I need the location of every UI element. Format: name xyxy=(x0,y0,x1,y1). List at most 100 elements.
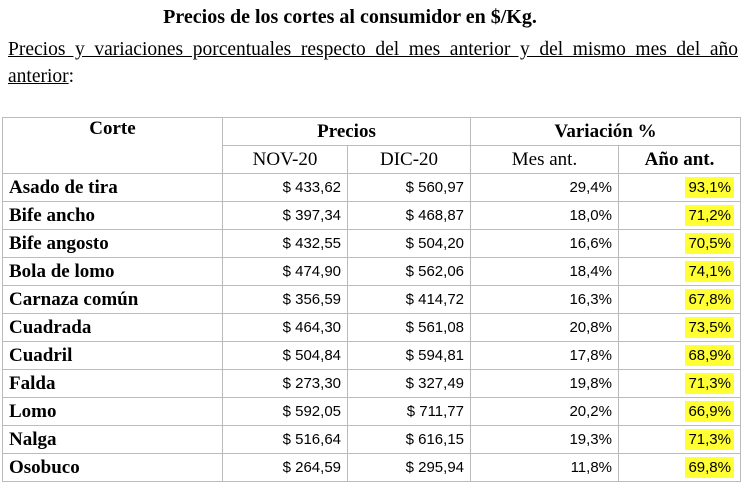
cell-text: 19,8% xyxy=(569,375,612,392)
value-cell: $ 433,62 xyxy=(222,173,348,202)
cell-text: $ 432,55 xyxy=(282,235,341,252)
header-row: Corte Precios Variación % xyxy=(2,117,741,174)
value-cell: $ 414,72 xyxy=(347,285,471,314)
value-cell: $ 464,30 xyxy=(222,313,348,342)
subtitle-end: : xyxy=(68,66,75,87)
highlighted-value: 71,3% xyxy=(685,373,734,394)
cut-name: Cuadrada xyxy=(2,313,223,342)
cut-name: Bife ancho xyxy=(2,201,223,230)
value-cell: 16,6% xyxy=(470,229,619,258)
value-cell: $ 560,97 xyxy=(347,173,471,202)
subtitle: Precios y variaciones porcentuales respe… xyxy=(8,36,738,90)
value-cell: 66,9% xyxy=(618,397,741,426)
header-cell: Precios xyxy=(222,117,471,146)
cell-text: $ 433,62 xyxy=(282,179,341,196)
value-cell: 18,4% xyxy=(470,257,619,286)
value-cell: $ 616,15 xyxy=(347,425,471,454)
value-cell: $ 474,90 xyxy=(222,257,348,286)
cell-text: $ 560,97 xyxy=(405,179,464,196)
value-cell: 69,8% xyxy=(618,453,741,482)
cell-text: $ 516,64 xyxy=(282,431,341,448)
value-cell: $ 295,94 xyxy=(347,453,471,482)
cell-text: $ 264,59 xyxy=(282,459,341,476)
value-cell: 20,2% xyxy=(470,397,619,426)
value-cell: $ 264,59 xyxy=(222,453,348,482)
cell-text: 16,6% xyxy=(569,235,612,252)
value-cell: 70,5% xyxy=(618,229,741,258)
cell-text: $ 592,05 xyxy=(282,403,341,420)
value-cell: $ 356,59 xyxy=(222,285,348,314)
header-cell: Variación % xyxy=(470,117,741,146)
cell-text: $ 561,08 xyxy=(405,319,464,336)
cell-text: 19,3% xyxy=(569,431,612,448)
highlighted-value: 74,1% xyxy=(685,261,734,282)
value-cell: $ 504,20 xyxy=(347,229,471,258)
value-cell: $ 516,64 xyxy=(222,425,348,454)
value-cell: $ 504,84 xyxy=(222,341,348,370)
value-cell: $ 432,55 xyxy=(222,229,348,258)
value-cell: $ 468,87 xyxy=(347,201,471,230)
header-cell: NOV-20 xyxy=(222,145,348,174)
cell-text: Nalga xyxy=(9,428,57,450)
cell-text: $ 464,30 xyxy=(282,319,341,336)
table-row: Nalga $ 516,64 $ 616,15 19,3% 71,3% xyxy=(2,425,741,454)
value-cell: 71,3% xyxy=(618,425,741,454)
highlighted-value: 70,5% xyxy=(685,233,734,254)
cell-text: $ 474,90 xyxy=(282,263,341,280)
value-cell: 11,8% xyxy=(470,453,619,482)
highlighted-value: 69,8% xyxy=(685,457,734,478)
cell-text: 11,8% xyxy=(570,459,612,476)
header-cell: Año ant. xyxy=(618,145,741,174)
cut-name: Osobuco xyxy=(2,453,223,482)
cell-text: 20,2% xyxy=(569,403,612,420)
cell-text: $ 504,84 xyxy=(282,347,341,364)
value-cell: 73,5% xyxy=(618,313,741,342)
subtitle-text: Precios y variaciones porcentuales respe… xyxy=(8,39,738,87)
cell-text: 18,0% xyxy=(569,207,612,224)
table-row: Bife angosto $ 432,55 $ 504,20 16,6% 70,5% xyxy=(2,229,741,258)
value-cell: $ 397,34 xyxy=(222,201,348,230)
highlighted-value: 66,9% xyxy=(685,401,734,422)
title: Precios de los cortes al consumidor en $… xyxy=(163,6,537,28)
cell-text: Lomo xyxy=(9,400,57,422)
value-cell: $ 327,49 xyxy=(347,369,471,398)
table-row: Cuadrada $ 464,30 $ 561,08 20,8% 73,5% xyxy=(2,313,741,342)
cut-name: Bola de lomo xyxy=(2,257,223,286)
table-row: Cuadril $ 504,84 $ 594,81 17,8% 68,9% xyxy=(2,341,741,370)
cut-name: Asado de tira xyxy=(2,173,223,202)
value-cell: $ 594,81 xyxy=(347,341,471,370)
header-cell: Mes ant. xyxy=(470,145,619,174)
cut-name: Lomo xyxy=(2,397,223,426)
cell-text: Asado de tira xyxy=(9,176,118,198)
cell-text: $ 295,94 xyxy=(405,459,464,476)
cell-text: Bola de lomo xyxy=(9,260,115,282)
cut-name: Carnaza común xyxy=(2,285,223,314)
cell-text: $ 711,77 xyxy=(406,403,464,420)
value-cell: 17,8% xyxy=(470,341,619,370)
value-cell: 93,1% xyxy=(618,173,741,202)
cell-text: Falda xyxy=(9,372,56,394)
value-cell: 29,4% xyxy=(470,173,619,202)
value-cell: 67,8% xyxy=(618,285,741,314)
cut-name: Bife angosto xyxy=(2,229,223,258)
cell-text: $ 616,15 xyxy=(405,431,464,448)
cell-text: 16,3% xyxy=(569,291,612,308)
cell-text: Cuadril xyxy=(9,344,73,366)
cell-text: $ 594,81 xyxy=(405,347,464,364)
value-cell: 20,8% xyxy=(470,313,619,342)
header-cell: Corte xyxy=(2,117,223,174)
value-cell: 71,3% xyxy=(618,369,741,398)
cell-text: $ 273,30 xyxy=(282,375,341,392)
cell-text: Bife ancho xyxy=(9,204,96,226)
value-cell: 16,3% xyxy=(470,285,619,314)
cell-text: Cuadrada xyxy=(9,316,92,338)
highlighted-value: 71,3% xyxy=(685,429,734,450)
header-cell: DIC-20 xyxy=(347,145,471,174)
price-table: Corte Precios Variación % NOV-20 DIC-20 … xyxy=(2,117,741,482)
cut-name: Falda xyxy=(2,369,223,398)
cell-text: Osobuco xyxy=(9,456,80,478)
cell-text: Bife angosto xyxy=(9,232,109,254)
table-row: Asado de tira $ 433,62 $ 560,97 29,4% 93,1% xyxy=(2,173,741,202)
value-cell: 19,8% xyxy=(470,369,619,398)
